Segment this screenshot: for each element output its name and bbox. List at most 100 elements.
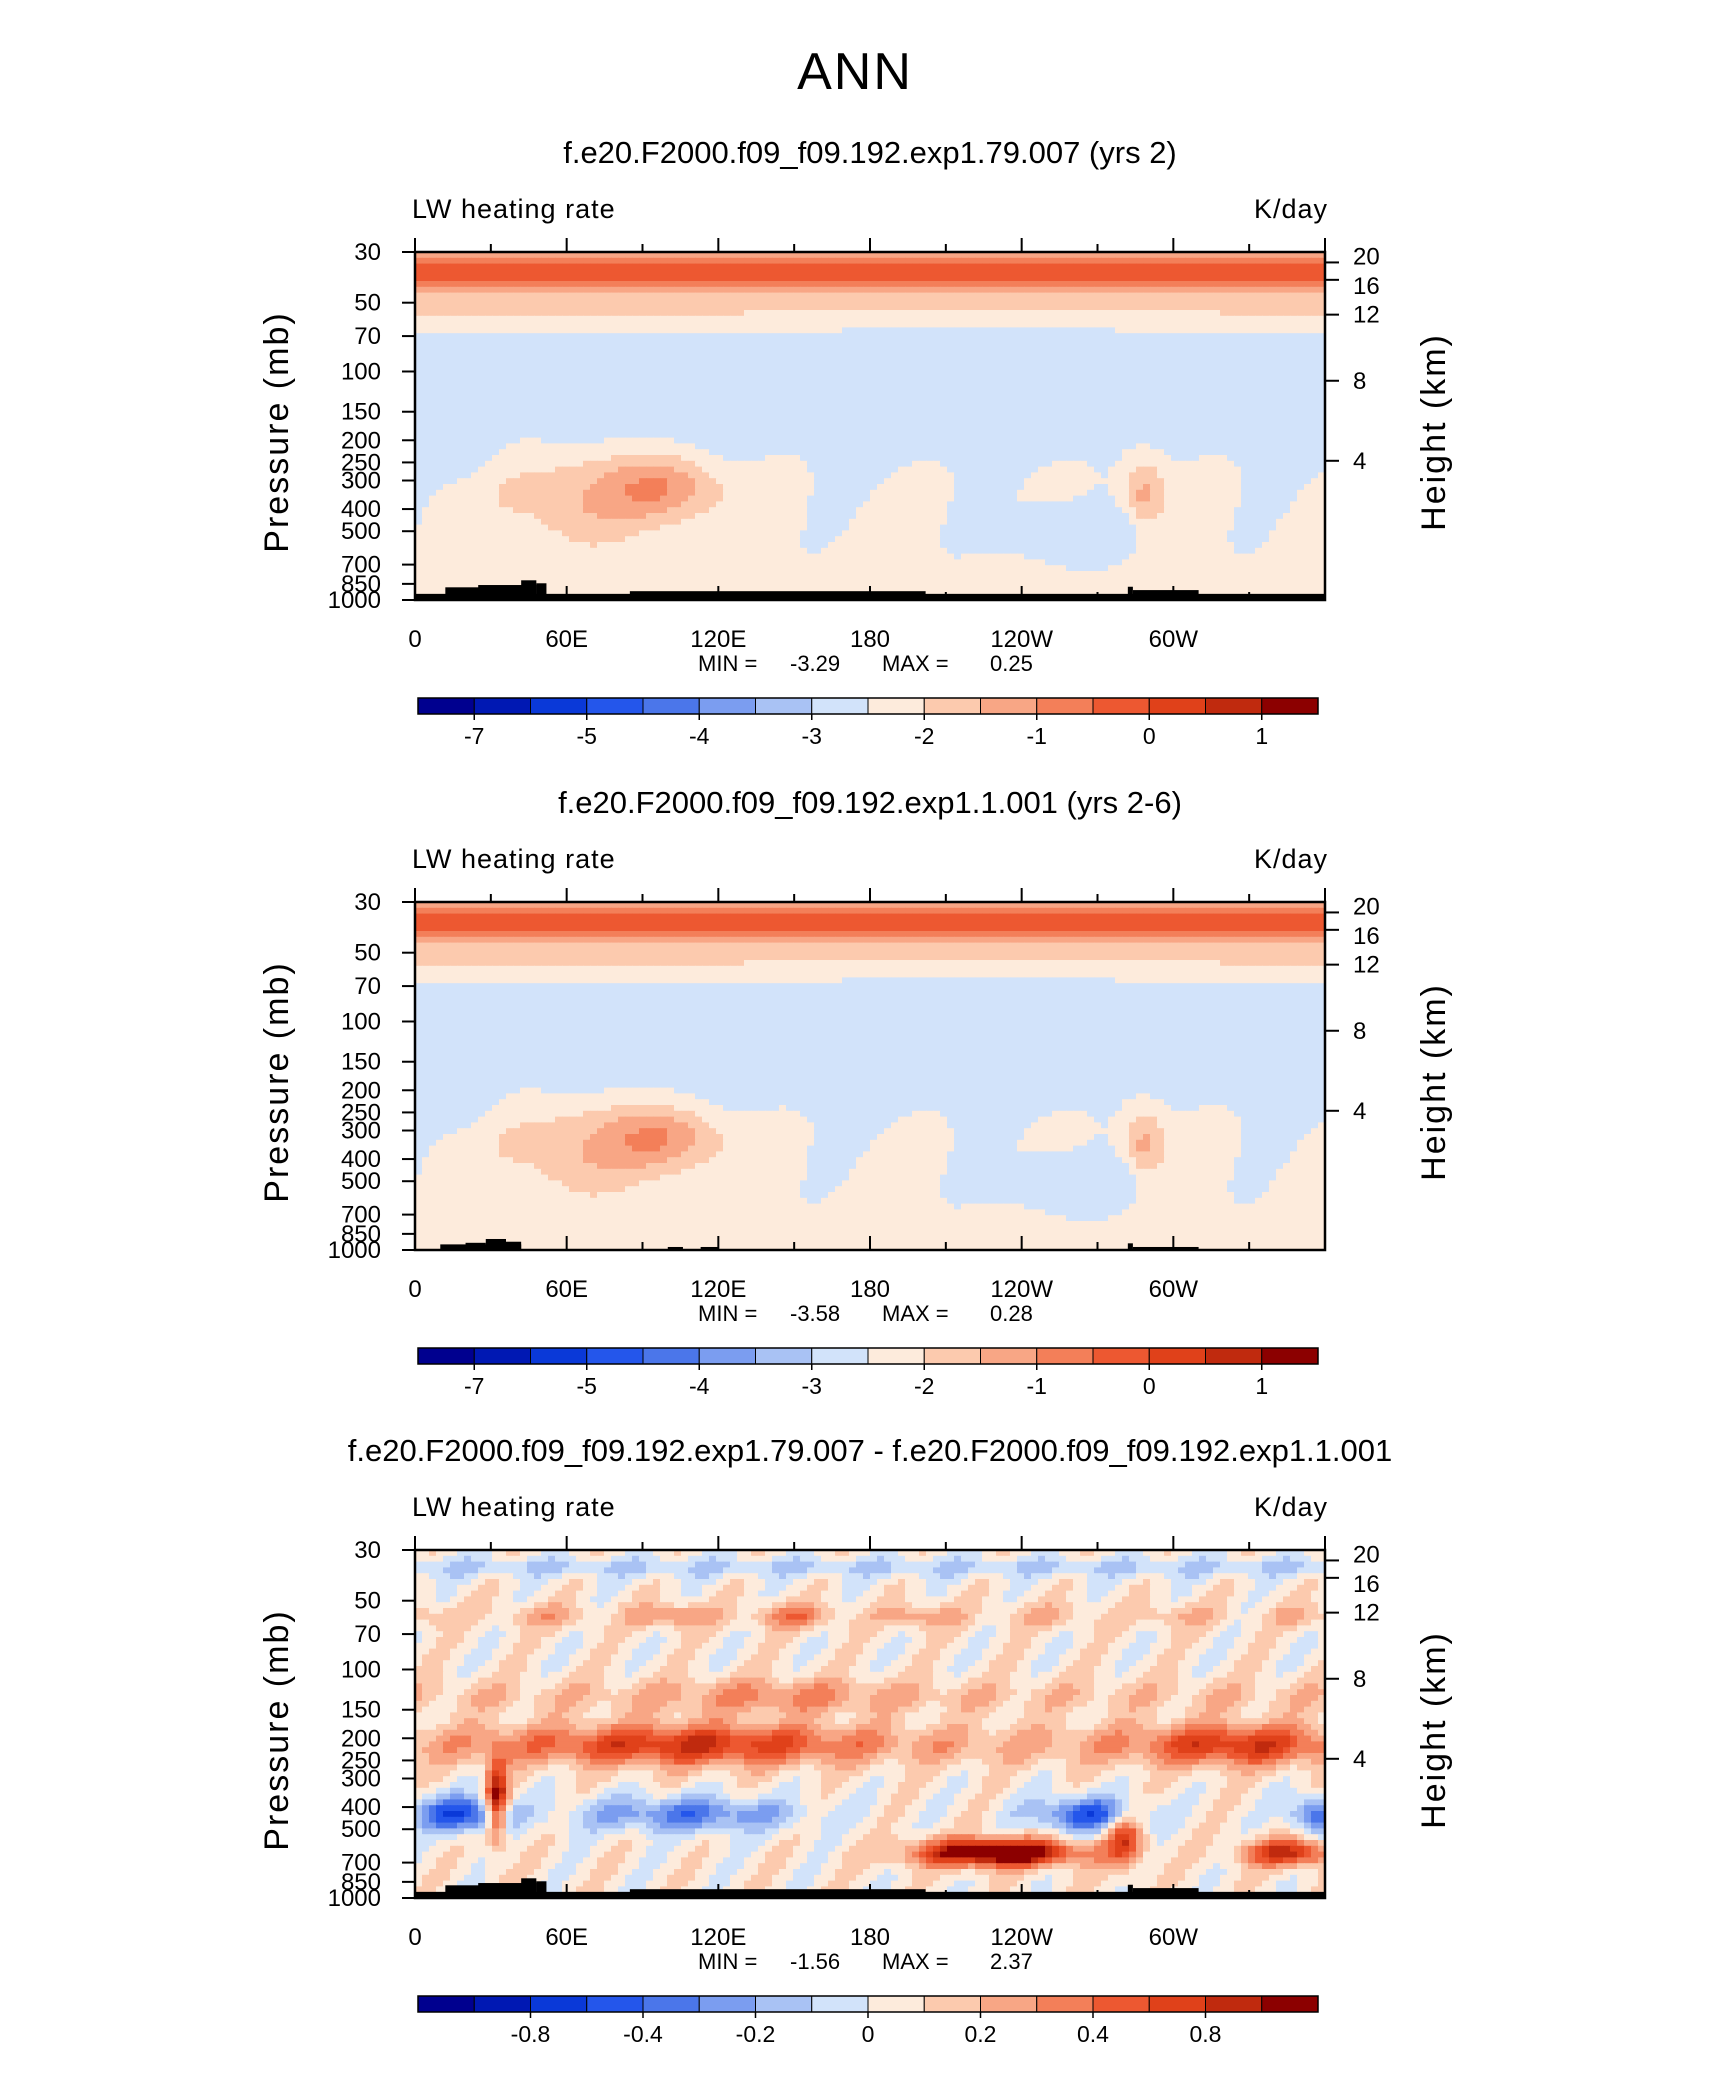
field-cell xyxy=(513,443,521,449)
field-cell xyxy=(1059,345,1067,351)
field-cell xyxy=(436,356,444,362)
field-cell xyxy=(1150,322,1158,328)
field-cell xyxy=(429,293,437,299)
field-cell xyxy=(1157,275,1165,281)
field-cell xyxy=(695,304,703,310)
field-cell xyxy=(800,385,808,391)
field-cell xyxy=(1003,385,1011,391)
field-cell xyxy=(1192,426,1200,432)
field-cell xyxy=(1059,258,1067,264)
field-cell xyxy=(926,455,934,461)
field-cell xyxy=(1017,298,1025,304)
field-cell xyxy=(513,258,521,264)
field-cell xyxy=(646,380,654,386)
field-cell xyxy=(982,362,990,368)
field-cell xyxy=(863,333,871,339)
field-cell xyxy=(821,438,829,444)
field-cell xyxy=(835,339,843,345)
field-cell xyxy=(492,443,500,449)
field-cell xyxy=(842,403,850,409)
field-cell xyxy=(1171,403,1179,409)
field-cell xyxy=(555,258,563,264)
field-cell xyxy=(1045,264,1053,270)
field-cell xyxy=(835,258,843,264)
field-cell xyxy=(989,322,997,328)
field-cell xyxy=(527,310,535,316)
field-cell xyxy=(1304,316,1312,322)
field-cell xyxy=(429,322,437,328)
field-cell xyxy=(569,287,577,293)
field-cell xyxy=(674,397,682,403)
field-cell xyxy=(1283,356,1291,362)
field-cell xyxy=(688,397,696,403)
field-cell xyxy=(1199,269,1207,275)
field-cell xyxy=(422,426,430,432)
field-cell xyxy=(1108,368,1116,374)
field-cell xyxy=(870,333,878,339)
field-cell xyxy=(471,322,479,328)
field-cell xyxy=(1248,269,1256,275)
field-cell xyxy=(772,409,780,415)
field-cell xyxy=(1227,368,1235,374)
field-cell xyxy=(1038,449,1046,455)
field-cell xyxy=(1129,414,1137,420)
field-cell xyxy=(842,356,850,362)
field-cell xyxy=(877,269,885,275)
field-cell xyxy=(541,461,549,467)
chart-svg-1: f.e20.F2000.f09_f09.192.exp1.79.007 (yrs… xyxy=(0,140,1710,800)
field-cell xyxy=(716,391,724,397)
field-cell xyxy=(1164,432,1172,438)
field-cell xyxy=(779,362,787,368)
field-cell xyxy=(1038,397,1046,403)
field-cell xyxy=(1164,258,1172,264)
field-cell xyxy=(450,298,458,304)
field-cell xyxy=(1234,403,1242,409)
field-cell xyxy=(1136,281,1144,287)
field-cell xyxy=(1248,380,1256,386)
field-cell xyxy=(947,298,955,304)
field-cell xyxy=(968,327,976,333)
field-cell xyxy=(975,298,983,304)
field-cell xyxy=(1115,426,1123,432)
field-cell xyxy=(1038,298,1046,304)
field-cell xyxy=(548,414,556,420)
field-cell xyxy=(464,368,472,374)
field-cell xyxy=(730,327,738,333)
field-cell xyxy=(814,258,822,264)
field-cell xyxy=(1157,356,1165,362)
field-cell xyxy=(723,455,731,461)
field-cell xyxy=(1136,339,1144,345)
field-cell xyxy=(919,420,927,426)
field-cell xyxy=(499,368,507,374)
field-cell xyxy=(877,351,885,357)
field-cell xyxy=(1283,275,1291,281)
field-cell xyxy=(674,426,682,432)
field-cell xyxy=(1101,333,1109,339)
field-cell xyxy=(674,293,682,299)
field-cell xyxy=(1213,281,1221,287)
field-cell xyxy=(730,310,738,316)
field-cell xyxy=(541,298,549,304)
field-cell xyxy=(632,293,640,299)
field-cell xyxy=(1143,333,1151,339)
field-cell xyxy=(667,443,675,449)
field-cell xyxy=(751,316,759,322)
field-cell xyxy=(471,403,479,409)
field-cell xyxy=(1213,403,1221,409)
field-cell xyxy=(772,449,780,455)
field-cell xyxy=(1073,298,1081,304)
field-cell xyxy=(786,293,794,299)
field-cell xyxy=(1304,368,1312,374)
field-cell xyxy=(807,298,815,304)
field-cell xyxy=(1234,310,1242,316)
field-cell xyxy=(1206,432,1214,438)
field-cell xyxy=(429,339,437,345)
field-cell xyxy=(632,455,640,461)
field-cell xyxy=(905,310,913,316)
field-cell xyxy=(856,455,864,461)
field-cell xyxy=(1150,275,1158,281)
field-cell xyxy=(1080,426,1088,432)
field-cell xyxy=(926,397,934,403)
field-cell xyxy=(723,385,731,391)
field-cell xyxy=(1122,368,1130,374)
